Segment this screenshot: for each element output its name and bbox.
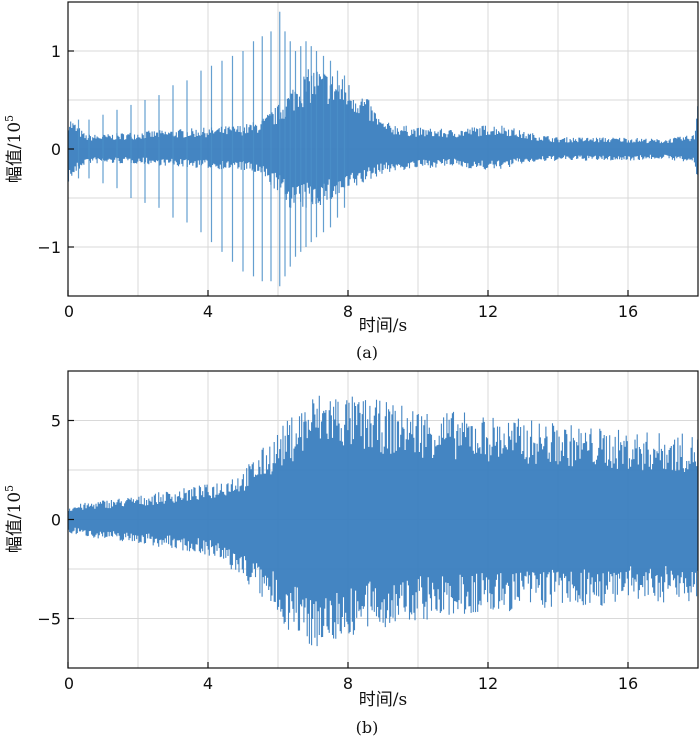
panel-a: 0 4 8 12 16 −1 0 1 时间/s 幅值/105 (a) xyxy=(3,1,699,362)
caption-b: (b) xyxy=(356,718,379,737)
x-tick-label: 4 xyxy=(203,302,213,321)
x-tick-label: 8 xyxy=(343,302,353,321)
y-axis-label-b: 幅值/105 xyxy=(3,485,25,553)
x-tick-label: 16 xyxy=(618,674,638,693)
signal-a-trace xyxy=(67,69,699,208)
y-tick-label: 1 xyxy=(51,42,61,61)
x-tick-label: 16 xyxy=(618,302,638,321)
y-tick-label: 0 xyxy=(51,140,61,159)
y-tick-label: 0 xyxy=(51,511,61,530)
panel-b: 0 4 8 12 16 −5 0 5 时间/s 幅值/105 (b) xyxy=(3,370,699,737)
y-tick-label: −1 xyxy=(37,238,61,257)
x-tick-label: 0 xyxy=(64,302,74,321)
ticks-a: 0 4 8 12 16 −1 0 1 xyxy=(37,42,638,321)
signal-a-series xyxy=(67,11,699,287)
x-tick-label: 12 xyxy=(478,674,498,693)
x-tick-label: 12 xyxy=(478,302,498,321)
ticks-b: 0 4 8 12 16 −5 0 5 xyxy=(37,412,638,694)
y-axis-label-a: 幅值/105 xyxy=(3,115,25,183)
x-tick-label: 8 xyxy=(343,674,353,693)
y-tick-label: 5 xyxy=(51,412,61,431)
caption-a: (a) xyxy=(356,343,378,362)
x-axis-label-a: 时间/s xyxy=(359,316,407,336)
signal-b-trace xyxy=(67,395,699,647)
x-tick-label: 0 xyxy=(64,674,74,693)
signal-b-series xyxy=(67,395,699,647)
x-tick-label: 4 xyxy=(203,674,213,693)
y-tick-label: −5 xyxy=(37,610,61,629)
x-axis-label-b: 时间/s xyxy=(359,690,407,710)
